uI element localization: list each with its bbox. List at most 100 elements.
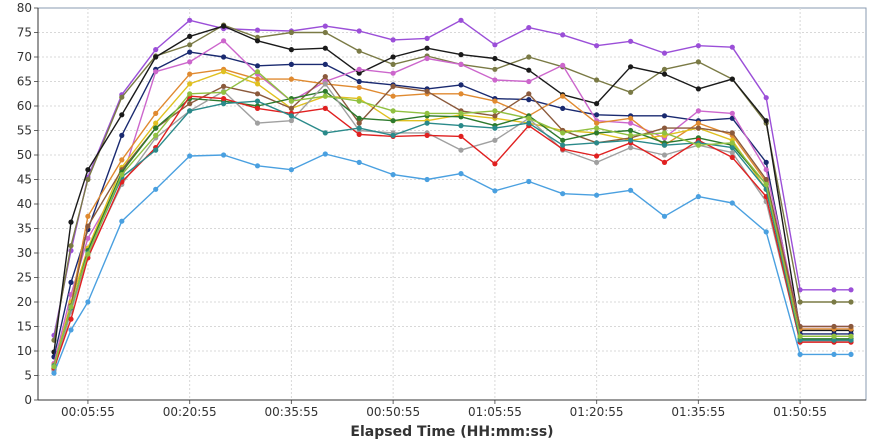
data-point — [831, 351, 837, 357]
data-point — [254, 91, 261, 97]
data-point — [288, 118, 294, 124]
data-point — [153, 47, 159, 53]
data-point — [119, 132, 125, 138]
data-point — [68, 304, 74, 310]
data-point — [390, 108, 396, 114]
data-point — [356, 28, 362, 34]
series-line — [53, 83, 851, 371]
series-line — [53, 19, 851, 336]
data-point — [458, 171, 464, 177]
y-tick-label: 80 — [17, 1, 32, 15]
y-tick-label: 75 — [17, 26, 32, 40]
x-axis-title: Elapsed Time (HH:mm:ss) — [350, 424, 553, 440]
data-point — [424, 35, 430, 42]
data-point — [729, 154, 735, 160]
data-point — [763, 176, 769, 183]
data-point — [797, 299, 803, 305]
y-tick-label: 5 — [24, 369, 32, 383]
data-point — [526, 78, 532, 85]
data-point — [560, 191, 566, 197]
data-point — [492, 113, 498, 119]
data-point — [254, 120, 261, 126]
data-point — [221, 89, 227, 95]
data-point — [797, 287, 803, 293]
data-point — [560, 130, 566, 136]
data-point — [526, 120, 532, 126]
data-point — [322, 81, 328, 87]
data-point — [492, 66, 498, 72]
data-point — [187, 42, 193, 48]
data-point — [390, 132, 396, 138]
data-point — [695, 125, 702, 131]
data-point — [560, 93, 566, 99]
data-point — [661, 113, 668, 119]
y-tick-label: 45 — [17, 173, 32, 187]
data-point — [661, 71, 668, 77]
data-point — [594, 130, 600, 136]
y-tick-label: 40 — [17, 197, 32, 211]
data-point — [695, 59, 702, 65]
data-point — [594, 112, 600, 118]
data-point — [288, 76, 294, 82]
data-point — [797, 337, 803, 343]
data-point — [594, 192, 600, 198]
data-point — [492, 161, 498, 167]
data-point — [254, 38, 261, 44]
data-point — [153, 186, 159, 192]
data-point — [153, 110, 159, 116]
data-point — [424, 55, 430, 62]
data-point — [763, 159, 769, 165]
data-point — [424, 132, 430, 138]
data-point — [85, 167, 91, 173]
data-point — [458, 133, 464, 139]
series-14 — [51, 69, 854, 370]
data-point — [458, 17, 464, 23]
data-point — [628, 127, 634, 134]
data-point — [322, 23, 328, 29]
data-point — [831, 337, 837, 343]
data-point — [390, 61, 396, 67]
y-tick-label: 60 — [17, 99, 32, 113]
data-point — [594, 101, 600, 107]
data-point — [695, 43, 702, 49]
data-point — [628, 187, 634, 193]
data-point — [356, 131, 362, 137]
data-point — [594, 43, 600, 49]
data-point — [458, 61, 464, 67]
data-point — [628, 145, 634, 151]
data-point — [85, 213, 91, 219]
data-point — [695, 120, 702, 126]
y-tick-label: 55 — [17, 124, 32, 138]
data-point — [85, 223, 91, 229]
data-point — [526, 67, 532, 73]
data-point — [221, 96, 227, 102]
data-point — [322, 105, 328, 111]
data-point — [356, 115, 362, 121]
data-point — [356, 125, 362, 131]
data-point — [356, 48, 362, 54]
data-point — [288, 105, 294, 111]
data-point — [492, 125, 498, 131]
data-point — [356, 98, 362, 104]
data-point — [51, 370, 57, 376]
data-point — [288, 113, 294, 119]
x-tick-label: 01:35:55 — [671, 405, 725, 419]
data-point — [68, 327, 74, 333]
data-point — [187, 17, 193, 23]
data-point — [390, 37, 396, 43]
data-point — [831, 333, 837, 339]
series-line — [53, 51, 851, 358]
data-point — [492, 137, 498, 143]
data-point — [526, 97, 532, 103]
data-point — [390, 172, 396, 178]
data-point — [594, 140, 600, 146]
data-point — [831, 299, 837, 305]
data-point — [356, 120, 362, 126]
series-line — [53, 153, 851, 374]
data-point — [187, 108, 193, 114]
series-1 — [51, 17, 854, 338]
data-point — [356, 66, 362, 72]
data-point — [254, 98, 261, 104]
data-point — [560, 142, 566, 148]
data-point — [729, 145, 735, 151]
